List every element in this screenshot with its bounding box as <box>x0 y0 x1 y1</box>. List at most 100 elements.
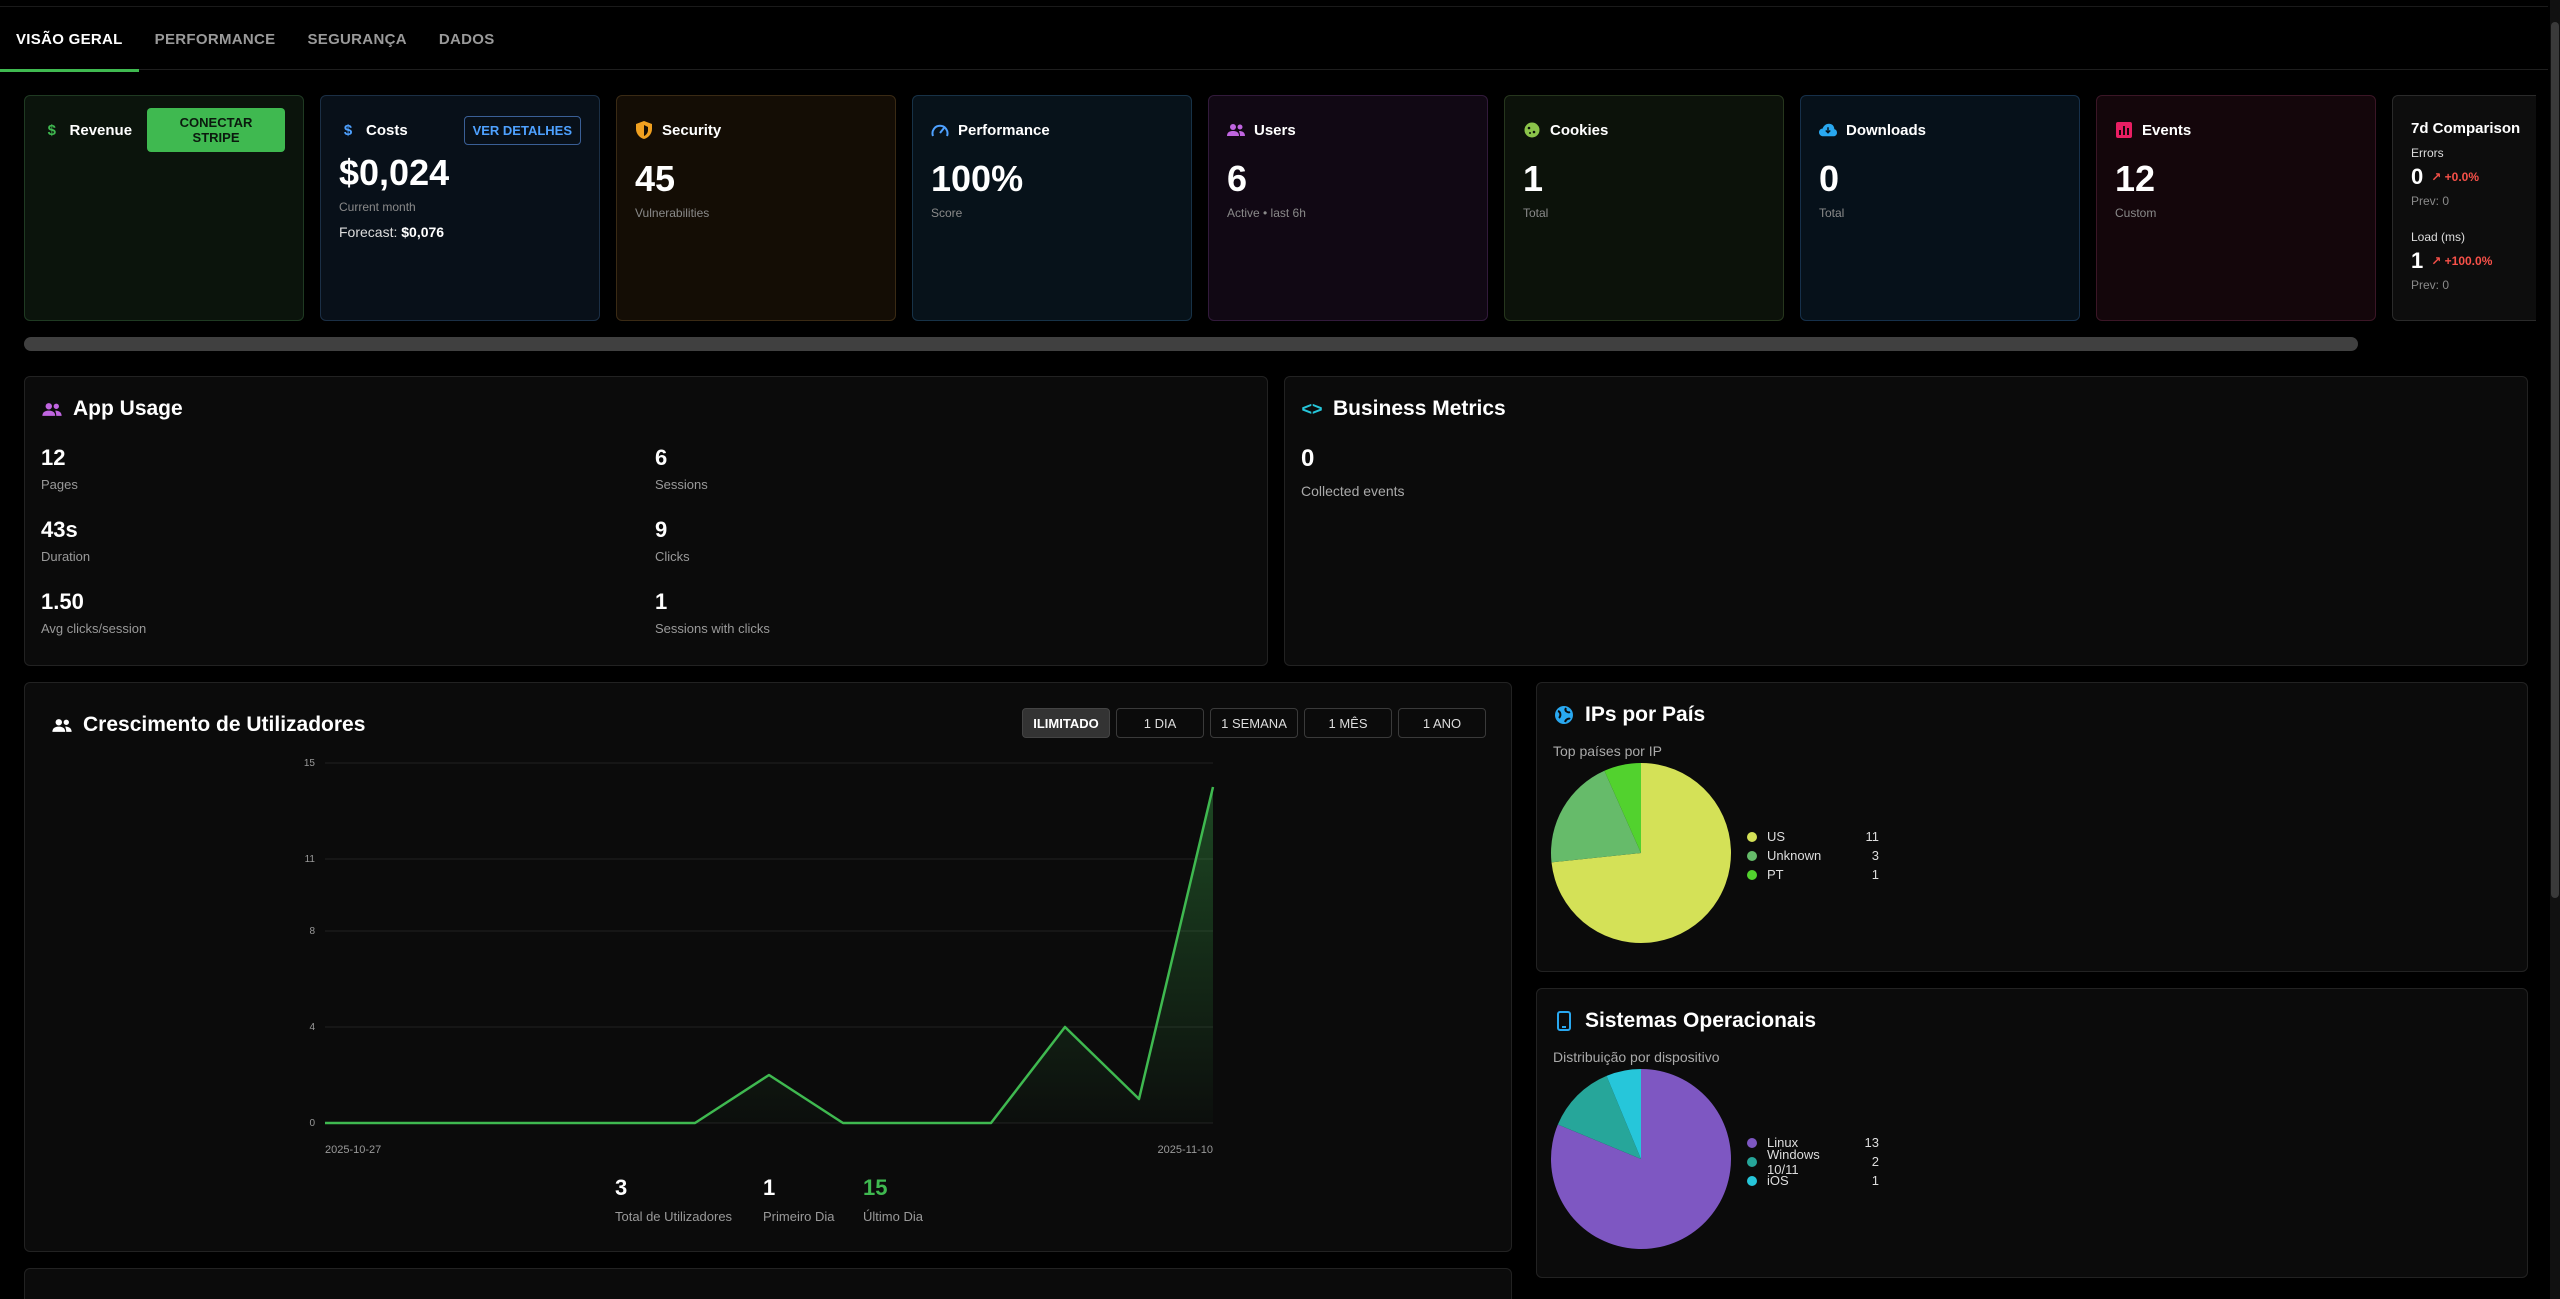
metric-duration: 43s Duration <box>41 517 90 564</box>
range-1-week-button[interactable]: 1 SEMANA <box>1210 708 1298 738</box>
tab-performance[interactable]: PERFORMANCE <box>154 30 276 48</box>
page-scrollbar-thumb[interactable] <box>2551 22 2559 898</box>
metric-avg-clicks: 1.50 Avg clicks/session <box>41 589 146 636</box>
ips-title: IPs por País <box>1585 703 1706 726</box>
metric-clicks: 9 Clicks <box>655 517 690 564</box>
metric-sessions: 6 Sessions <box>655 445 708 492</box>
kpi-row: $ Revenue CONECTAR STRIPE $ Costs VER DE… <box>24 95 2536 321</box>
bar-chart-icon <box>2115 121 2133 139</box>
globe-icon <box>1553 704 1575 726</box>
tab-overview[interactable]: VISÃO GERAL <box>0 7 139 72</box>
legend-label: Windows 10/11 <box>1767 1146 1820 1177</box>
business-metrics-panel: <> Business Metrics 0 Collected events <box>1284 376 2528 666</box>
shield-icon <box>635 121 653 139</box>
cookies-sub: Total <box>1523 206 1549 220</box>
metric-value: 9 <box>655 517 668 542</box>
users-icon <box>51 714 73 736</box>
summary-value: 1 <box>763 1175 776 1200</box>
events-card: Events 12 Custom <box>2096 95 2376 321</box>
load-delta-text: +100.0% <box>2444 254 2493 268</box>
ips-legend: US 11 Unknown 3 PT 1 <box>1747 827 1879 884</box>
errors-delta-text: +0.0% <box>2444 170 2480 184</box>
legend-swatch <box>1747 1137 1757 1148</box>
pie-slice-unknown <box>1551 770 1641 863</box>
legend-item: Windows 10/11 2 <box>1747 1147 1879 1177</box>
speedometer-icon <box>931 121 949 139</box>
costs-forecast: Forecast: $0,076 <box>339 224 581 240</box>
connect-stripe-button[interactable]: CONECTAR STRIPE <box>147 108 285 152</box>
metric-value: 12 <box>41 445 66 470</box>
range-unlimited-button[interactable]: ILIMITADO <box>1022 708 1110 738</box>
users-value: 6 <box>1227 158 1248 199</box>
comparison-title: 7d Comparison <box>2411 119 2521 137</box>
legend-label: Linux <box>1767 1135 1799 1150</box>
users-sub: Active • last 6h <box>1227 206 1306 220</box>
cookies-value: 1 <box>1523 158 1544 199</box>
business-metrics-value: 0 <box>1301 445 1315 472</box>
costs-card: $ Costs VER DETALHES $0,024 Current mont… <box>320 95 600 321</box>
legend-value: 1 <box>1871 1173 1879 1188</box>
legend-item: Linux 13 <box>1747 1133 1879 1152</box>
metric-label: Avg clicks/session <box>41 621 147 636</box>
app-usage-panel: App Usage 12 Pages 6 Sessions 43s Durati… <box>24 376 1268 666</box>
revenue-title: Revenue <box>69 121 133 139</box>
tab-security[interactable]: SEGURANÇA <box>307 30 407 48</box>
legend-value: 13 <box>1864 1135 1879 1150</box>
load-label: Load (ms) <box>2411 230 2466 244</box>
pie-slice-us <box>1551 763 1731 943</box>
legend-item: iOS 1 <box>1747 1171 1879 1190</box>
kpi-horizontal-scrollbar[interactable] <box>24 337 2358 351</box>
load-prev: Prev: 0 <box>2411 278 2450 292</box>
legend-label: PT <box>1767 867 1784 882</box>
growth-area <box>325 787 1213 1123</box>
metric-value: 1 <box>655 589 668 614</box>
tab-data[interactable]: DADOS <box>438 30 495 48</box>
summary-value: 15 <box>863 1175 888 1200</box>
security-value: 45 <box>635 158 676 199</box>
events-value: 12 <box>2115 158 2156 199</box>
legend-label: US <box>1767 829 1786 844</box>
downloads-sub: Total <box>1819 206 1845 220</box>
legend-value: 2 <box>1871 1154 1879 1169</box>
summary-label: Total de Utilizadores <box>615 1209 733 1224</box>
costs-sub: Current month <box>339 200 416 214</box>
users-title: Users <box>1254 121 1296 139</box>
page-scrollbar[interactable] <box>2550 0 2560 1299</box>
security-sub: Vulnerabilities <box>635 206 710 220</box>
metric-label: Clicks <box>655 549 690 564</box>
summary-first-day: 1 Primeiro Dia <box>763 1175 835 1224</box>
pie-slice-windows-10-11 <box>1557 1075 1641 1159</box>
range-1-year-button[interactable]: 1 ANO <box>1398 708 1486 738</box>
trend-up-icon: ↗ <box>2431 170 2442 184</box>
range-selector: ILIMITADO 1 DIA 1 SEMANA 1 MÊS 1 ANO <box>1022 708 1486 738</box>
y-tick-label: 8 <box>309 926 315 937</box>
view-details-button[interactable]: VER DETALHES <box>463 115 581 145</box>
legend-value: 11 <box>1865 829 1880 844</box>
forecast-label: Forecast: <box>339 224 398 240</box>
errors-label: Errors <box>2411 146 2444 160</box>
y-tick-label: 4 <box>309 1022 315 1033</box>
pie-slice-ios <box>1606 1069 1641 1159</box>
users-icon <box>41 398 63 420</box>
metric-label: Duration <box>41 549 91 564</box>
cloud-download-icon <box>1819 121 1837 139</box>
metric-label: Pages <box>41 477 78 492</box>
range-1-day-button[interactable]: 1 DIA <box>1116 708 1204 738</box>
range-1-month-button[interactable]: 1 MÊS <box>1304 708 1392 738</box>
legend-item: PT 1 <box>1747 865 1879 884</box>
cookies-card: Cookies 1 Total <box>1504 95 1784 321</box>
events-sub: Custom <box>2115 206 2157 220</box>
dollar-icon: $ <box>343 121 353 139</box>
metric-label: Sessions <box>655 477 708 492</box>
os-pie-chart <box>1551 1069 1731 1249</box>
legend-label: iOS <box>1767 1173 1789 1188</box>
metric-value: 1.50 <box>41 589 84 614</box>
legend-swatch <box>1747 831 1757 842</box>
legend-swatch <box>1747 1175 1757 1186</box>
app-usage-title: App Usage <box>73 397 183 420</box>
legend-label: Unknown <box>1767 848 1822 863</box>
y-tick-label: 15 <box>304 758 316 769</box>
costs-value: $0,024 <box>339 152 450 193</box>
metric-label: Sessions with clicks <box>655 621 770 636</box>
y-tick-label: 11 <box>305 854 316 865</box>
